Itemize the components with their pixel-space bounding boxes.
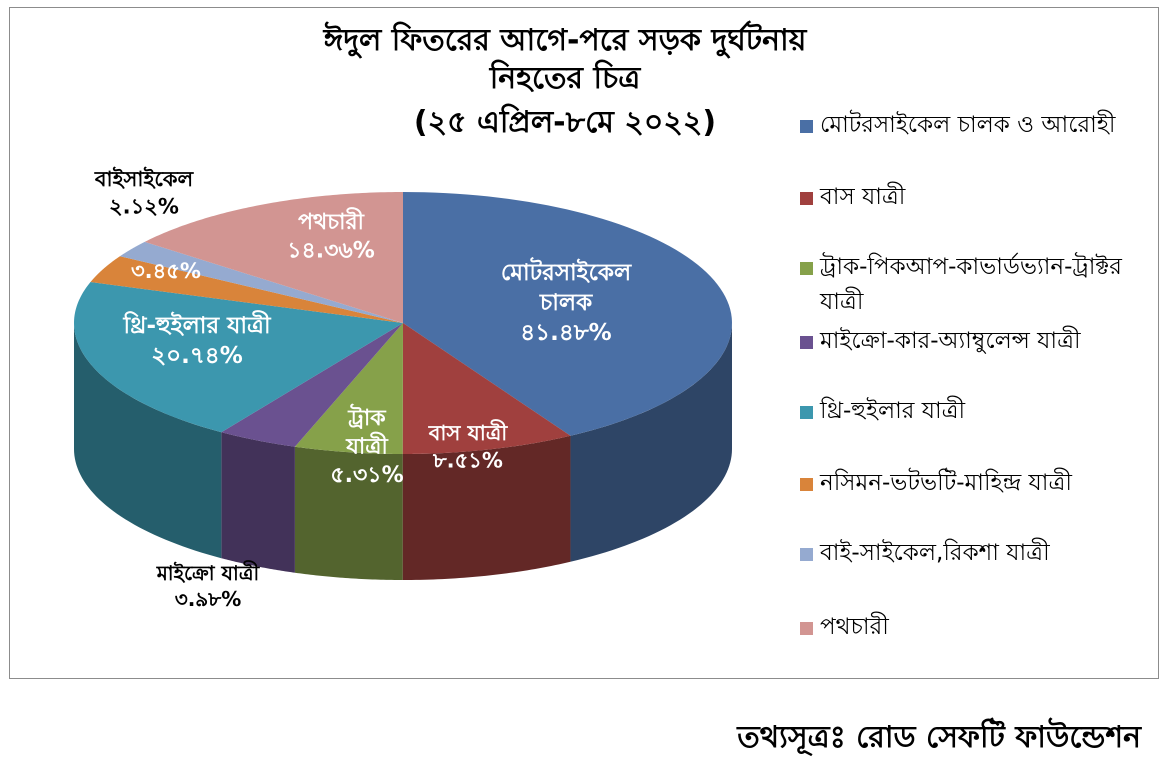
legend-label-three-wheeler: থ্রি-হুইলার যাত্রী <box>820 398 966 424</box>
data-label-micro-0: মাইক্রো যাত্রী <box>156 560 261 585</box>
data-label-truck-1: যাত্রী <box>345 432 388 460</box>
data-label-motorcycle-0: মোটরসাইকেল <box>501 257 632 286</box>
data-label-three-wheeler-0: থ্রি-হুইলার যাত্রী <box>122 310 271 339</box>
data-label-bus-1: ৮.৫১% <box>432 448 503 472</box>
data-label-bicycle-1: ২.১২% <box>109 194 179 218</box>
legend-label-nosimon: নসিমন-ভটভটি-মাহিন্দ্র যাত্রী <box>820 470 1072 496</box>
pie-slice-motorcycle <box>403 192 732 436</box>
legend-item-truck: ট্রাক-পিকআপ-কাভার্ডভ্যান-ট্রাক্টর যাত্রী <box>798 250 1148 320</box>
data-label-motorcycle-2: ৪১.৪৮% <box>520 320 611 346</box>
legend-item-micro: মাইক্রো-কার-অ্যাম্বুলেন্স যাত্রী <box>798 324 1148 359</box>
chart-title-line-2: নিহতের চিত্র <box>489 61 641 96</box>
pie-slice-truck <box>294 323 403 454</box>
legend-label-pedestrian: পথচারী <box>820 614 889 640</box>
data-label-bus-0: বাস যাত্রী <box>428 419 509 445</box>
data-label-truck-2: ৫.৩১% <box>330 463 403 488</box>
pie-side-three-wheeler <box>74 323 222 559</box>
data-label-three-wheeler-1: ২০.৭৪% <box>151 343 243 369</box>
pie-side-motorcycle <box>570 323 732 562</box>
legend-label-micro: মাইক্রো-কার-অ্যাম্বুলেন্স যাত্রী <box>820 328 1081 354</box>
data-label-pedestrian-0: পথচারী <box>298 207 365 235</box>
pie-top-faces <box>74 192 732 454</box>
legend-swatch-nosimon <box>800 478 813 491</box>
pie-slice-nosimon <box>90 256 404 323</box>
pie-slice-bicycle <box>119 241 403 323</box>
pie-slice-micro <box>221 323 403 447</box>
pie-sides <box>74 323 732 580</box>
legend-item-bus: বাস যাত্রী <box>798 180 1148 215</box>
pie-slice-bus <box>402 323 571 454</box>
legend-swatch-bus <box>800 192 813 205</box>
data-label-micro-1: ৩.৯৮% <box>175 587 242 611</box>
source-note: তথ্যসূত্রঃ রোড সেফটি ফাউন্ডেশন <box>737 720 1141 755</box>
legend-item-bicycle: বাই-সাইকেল,রিকশা যাত্রী <box>798 536 1148 571</box>
legend-swatch-pedestrian <box>800 622 813 635</box>
data-labels: মোটরসাইকেল চালক ৪১.৪৮% বাস যাত্রী ৮.৫১% ট্রাক… <box>94 166 632 611</box>
data-label-nosimon-0: ৩.৪৫% <box>131 259 201 283</box>
data-label-truck-0: ট্রাক <box>347 403 387 431</box>
legend-label-bicycle: বাই-সাইকেল,রিকশা যাত্রী <box>820 540 1050 566</box>
legend-label-bus: বাস যাত্রী <box>820 184 906 210</box>
legend-item-nosimon: নসিমন-ভটভটি-মাহিন্দ্র যাত্রী <box>798 466 1148 501</box>
pie-side-truck <box>294 446 403 580</box>
legend-label-motorcycle: মোটরসাইকেল চালক ও আরোহী <box>820 112 1116 138</box>
legend-swatch-micro <box>800 336 813 349</box>
chart-title-line-3: (২৫ এপ্রিল-৮মে ২০২২) <box>413 105 717 140</box>
legend-item-pedestrian: পথচারী <box>798 610 1148 645</box>
legend-item-three-wheeler: থ্রি-হুইলার যাত্রী <box>798 394 1148 429</box>
legend-item-motorcycle: মোটরসাইকেল চালক ও আরোহী <box>798 108 1148 143</box>
legend-swatch-motorcycle <box>800 120 813 133</box>
data-label-pedestrian-1: ১৪.৩৬% <box>287 239 375 264</box>
legend-swatch-bicycle <box>800 548 813 561</box>
data-label-motorcycle-1: চালক <box>539 290 593 316</box>
pie-slice-pedestrian <box>144 192 404 323</box>
chart-title-line-1: ঈদুল ফিতরের আগে-পরে সড়ক দুর্ঘটনায় <box>323 23 807 58</box>
pie-side-bus <box>402 435 571 580</box>
legend-label-truck: ট্রাক-পিকআপ-কাভার্ডভ্যান-ট্রাক্টর যাত্রী <box>820 254 1122 315</box>
legend-swatch-truck <box>800 262 813 275</box>
legend-swatch-three-wheeler <box>800 406 813 419</box>
pie-slice-three-wheeler <box>74 282 403 433</box>
data-label-bicycle-0: বাইসাইকেল <box>94 166 195 191</box>
pie-side-micro <box>221 432 295 573</box>
